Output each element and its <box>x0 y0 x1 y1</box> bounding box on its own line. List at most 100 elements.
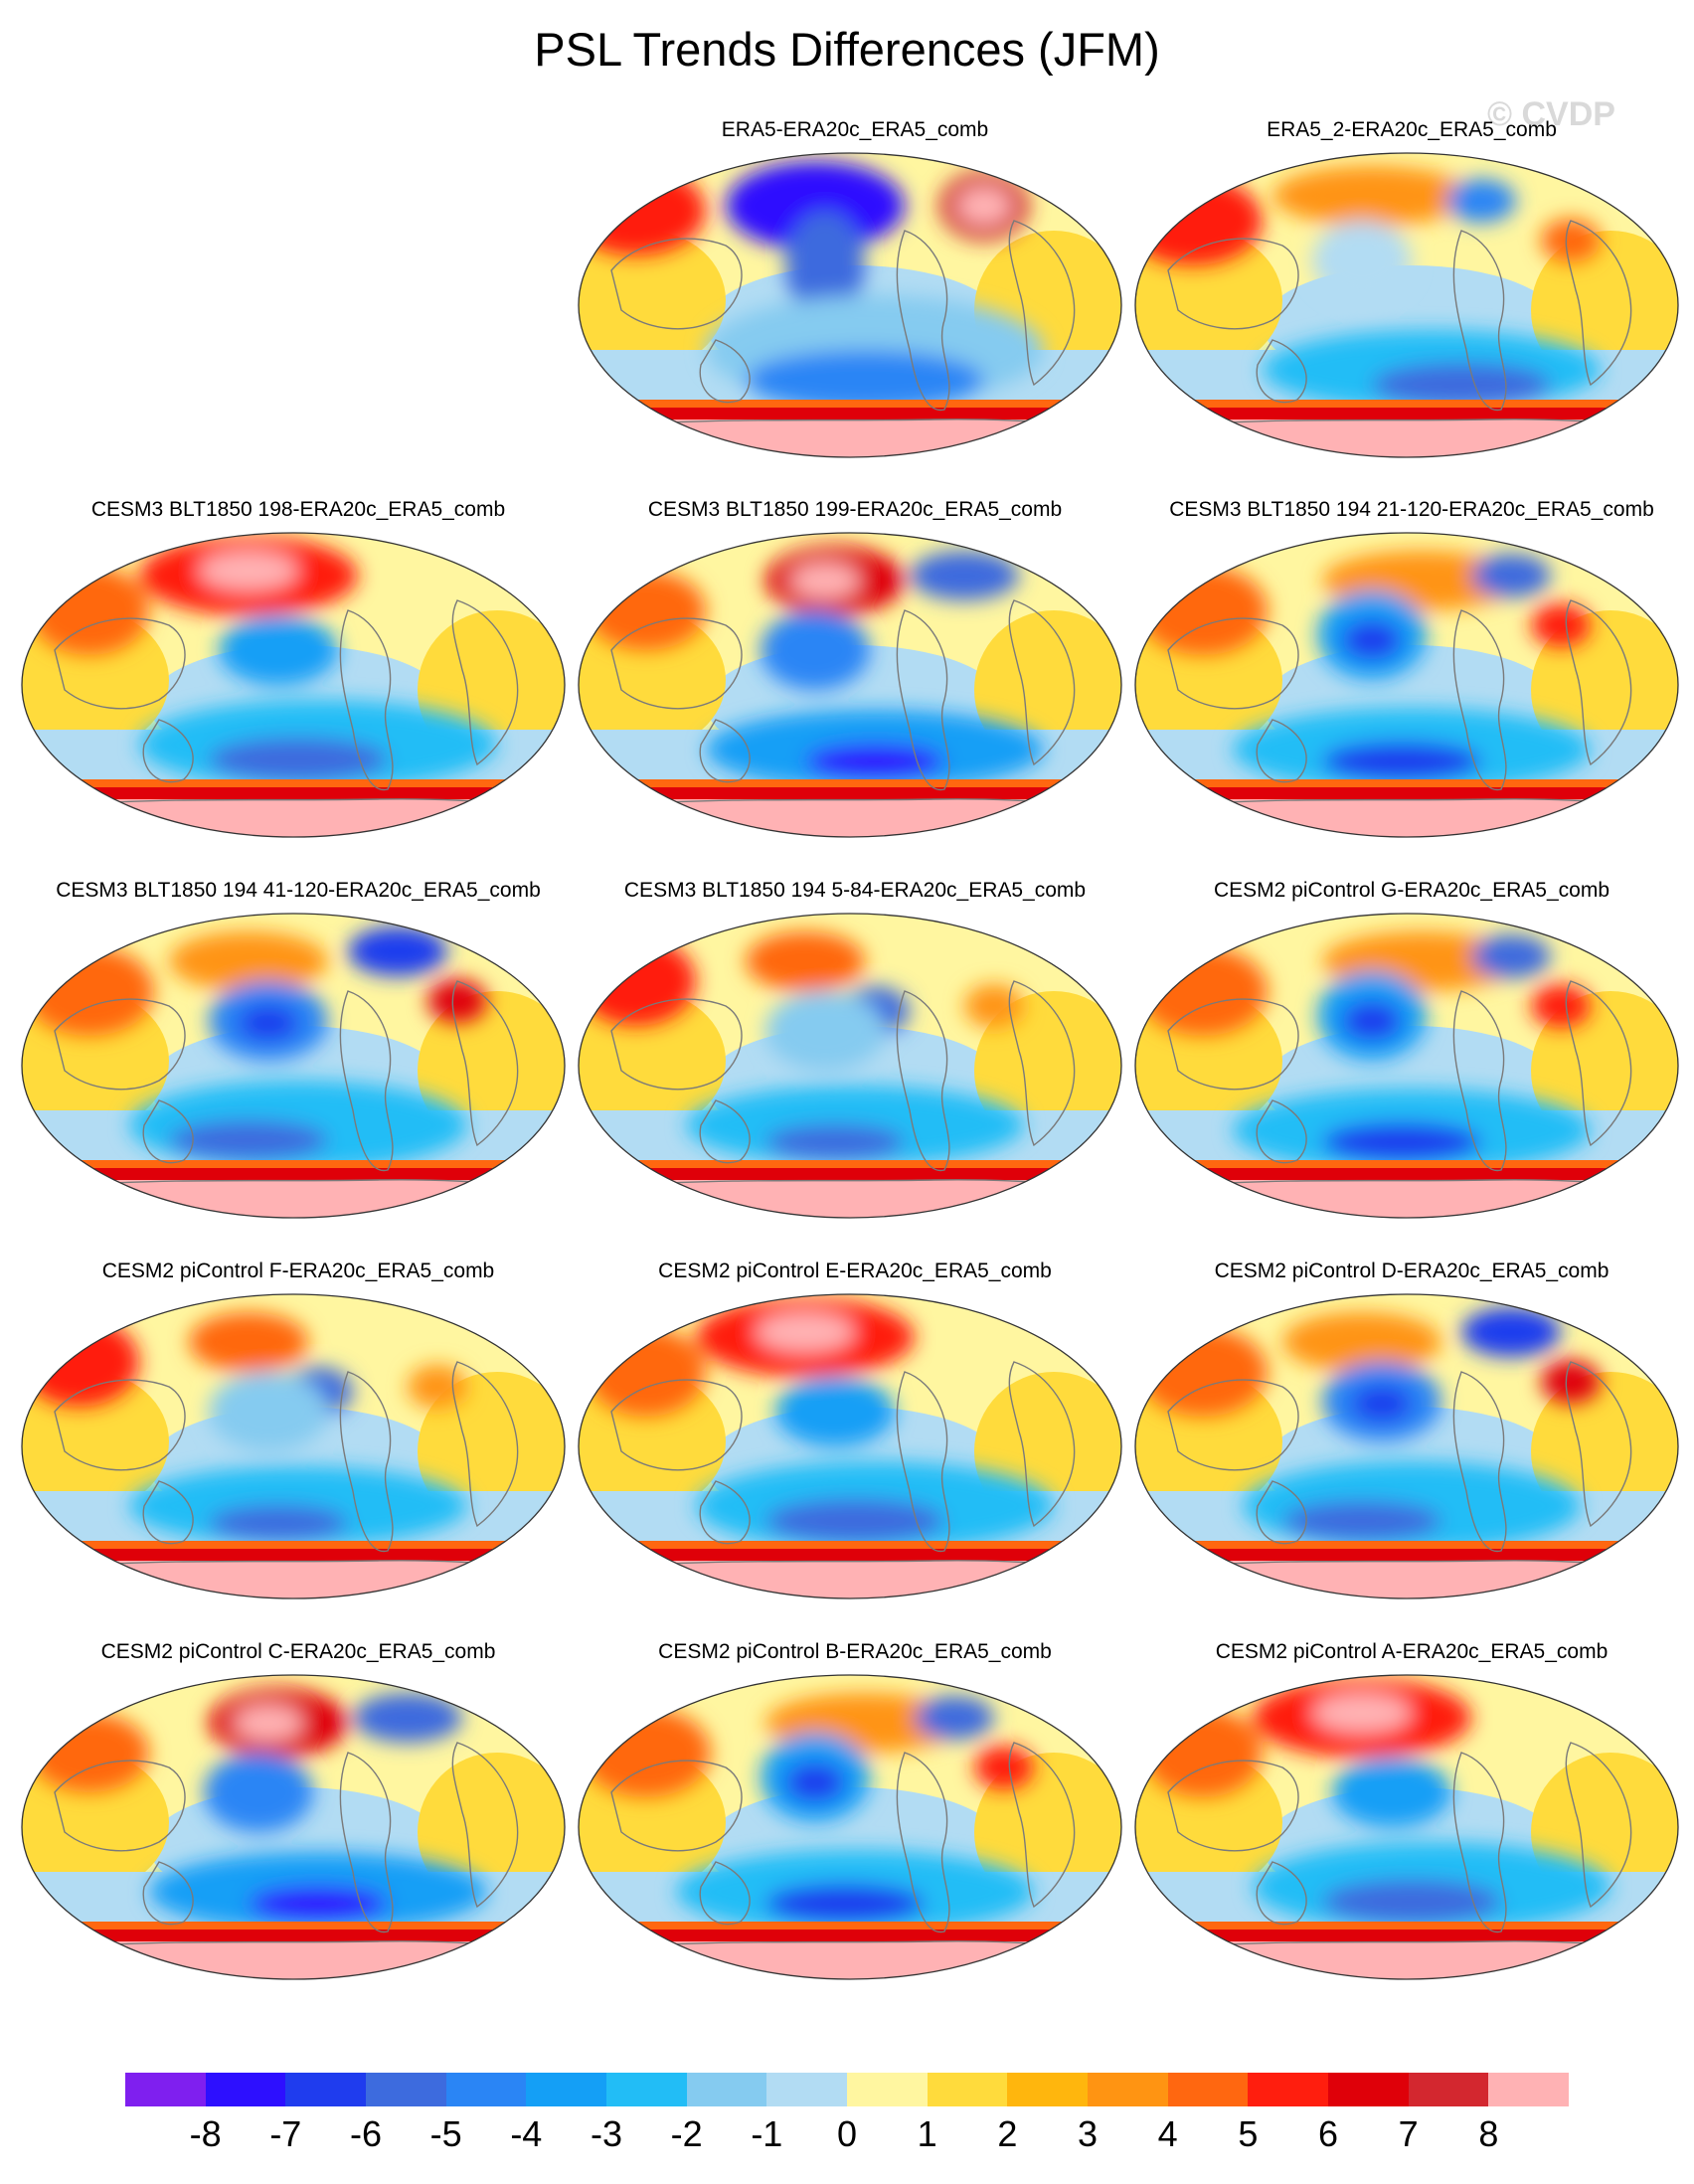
map-panel: CESM3 BLT1850 194 41-120-ERA20c_ERA5_com… <box>20 878 577 1226</box>
psl-trend-map <box>578 1674 1122 1980</box>
coastline <box>339 990 394 1172</box>
south-low-core-anomaly <box>1282 1501 1441 1541</box>
south-low-core-anomaly <box>169 1120 328 1160</box>
coastline <box>610 1379 743 1471</box>
coastline <box>142 1480 194 1545</box>
colorbar-tick-label: 7 <box>1398 2113 1419 2154</box>
antarctic-high <box>579 420 1121 457</box>
asia-high-anomaly <box>1138 946 1268 1036</box>
psl-trend-map <box>1134 913 1679 1219</box>
circumpolar-band-red <box>579 408 1121 420</box>
circumpolar-band-orange <box>579 1922 1121 1932</box>
asia-high-anomaly <box>1138 1327 1268 1417</box>
circumpolar-band-orange <box>22 1541 565 1551</box>
coastline <box>610 617 743 710</box>
circumpolar-band-orange <box>579 779 1121 789</box>
circumpolar-band-red <box>579 1168 1121 1180</box>
coastline <box>699 339 751 404</box>
circumpolar-band-red <box>1135 1930 1678 1941</box>
map-panel: CESM3 BLT1850 194 21-120-ERA20c_ERA5_com… <box>1133 497 1690 845</box>
asia-warm-field <box>1135 231 1282 370</box>
watermark: © CVDP <box>1487 95 1615 133</box>
coastline <box>1167 1379 1299 1471</box>
coastline <box>699 719 751 783</box>
coastline <box>1452 1371 1507 1553</box>
coastline <box>1565 599 1632 766</box>
npac-core-anomaly <box>239 1005 298 1041</box>
coastline <box>451 1742 519 1909</box>
npac-core-anomaly <box>785 1763 845 1802</box>
coastline <box>699 1480 751 1545</box>
map-outline <box>21 532 566 838</box>
asia-high-anomaly <box>1138 566 1268 655</box>
arctic-high-anomaly <box>169 931 328 991</box>
colorbar-swatch <box>766 2073 848 2106</box>
panel-title: CESM3 BLT1850 194 41-120-ERA20c_ERA5_com… <box>56 879 541 902</box>
arctic-core-anomaly <box>199 551 298 590</box>
coastline <box>1167 998 1299 1091</box>
panel-title: ERA5-ERA20c_ERA5_comb <box>721 118 989 141</box>
map-outline <box>1134 1674 1679 1980</box>
colorbar-tick-label: -3 <box>590 2113 622 2154</box>
antarctic-high <box>22 1180 565 1218</box>
antarctic-high <box>579 799 1121 837</box>
psl-trend-map <box>578 1293 1122 1599</box>
colorbar-tick-label: 5 <box>1238 2113 1259 2154</box>
arctic-high-anomaly <box>189 1312 308 1372</box>
arctic-core-anomaly <box>1312 1693 1412 1733</box>
psl-trend-map <box>21 1293 566 1599</box>
colorbar-swatch <box>1488 2073 1570 2106</box>
circumpolar-band-orange <box>1135 1541 1678 1551</box>
south-low-core-anomaly <box>765 1499 944 1543</box>
antarctic-high <box>579 1561 1121 1598</box>
atlantic-low-anomaly <box>348 926 447 976</box>
south-low-core-anomaly <box>249 1886 388 1922</box>
circumpolar-band-red <box>1135 1549 1678 1561</box>
colorbar-tick-label: -8 <box>189 2113 222 2154</box>
coastline <box>896 1371 950 1553</box>
europe-core-anomaly <box>956 186 1012 226</box>
coastline <box>339 609 394 791</box>
colorbar-swatch <box>1328 2073 1410 2106</box>
npac-low-anomaly <box>785 211 865 320</box>
panel-title: CESM3 BLT1850 194 5-84-ERA20c_ERA5_comb <box>623 879 1087 902</box>
south-low-core-anomaly <box>1322 742 1481 781</box>
npac-weak-anomaly <box>209 1372 328 1451</box>
antarctic-high <box>1135 799 1678 837</box>
arctic-core-anomaly <box>790 563 860 598</box>
coastline <box>339 1371 394 1553</box>
coastline <box>1008 980 1076 1147</box>
asia-warm-field <box>579 610 726 750</box>
south-low-core-anomaly <box>805 744 944 779</box>
coastline <box>610 998 743 1091</box>
coastline <box>1256 1099 1307 1164</box>
asia-high-anomaly <box>587 571 706 650</box>
psl-trend-map <box>21 1674 566 1980</box>
circumpolar-band-red <box>1135 787 1678 799</box>
arctic-low-anomaly <box>726 161 905 251</box>
colorbar-tick-label: -1 <box>751 2113 783 2154</box>
colorbar-swatch <box>366 2073 447 2106</box>
map-outline <box>578 1293 1122 1599</box>
antarctic-high <box>1135 1180 1678 1218</box>
map-panel: CESM3 BLT1850 194 5-84-ERA20c_ERA5_comb <box>577 878 1133 1226</box>
coastline <box>896 609 950 791</box>
circumpolar-band-orange <box>579 400 1121 410</box>
colorbar-swatch <box>606 2073 688 2106</box>
panel-title: CESM2 piControl F-ERA20c_ERA5_comb <box>101 1260 495 1282</box>
arctic-high-anomaly <box>746 931 865 991</box>
map-panel: CESM2 piControl A-ERA20c_ERA5_comb <box>1133 1639 1690 1987</box>
europe-high-anomaly <box>1541 219 1601 262</box>
colorbar-swatch <box>526 2073 607 2106</box>
colorbar-tick-label: 2 <box>997 2113 1018 2154</box>
colorbar-swatch <box>927 2073 1008 2106</box>
circumpolar-band-red <box>1135 1168 1678 1180</box>
coastline <box>1167 617 1299 710</box>
antarctic-high <box>579 1180 1121 1218</box>
europe-high-anomaly <box>1531 984 1591 1028</box>
arctic-core-anomaly <box>234 1705 303 1741</box>
npac-low-anomaly <box>1332 1758 1451 1827</box>
colorbar-tick-label: -6 <box>349 2113 382 2154</box>
europe-high-anomaly <box>427 979 487 1023</box>
colorbar-tick-label: -5 <box>429 2113 462 2154</box>
